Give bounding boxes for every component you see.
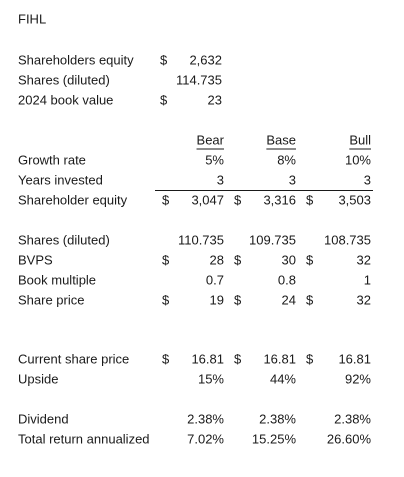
row-label: Shareholders equity bbox=[18, 52, 134, 67]
currency-symbol: $ bbox=[234, 292, 242, 307]
cell-value: 3 bbox=[217, 172, 224, 187]
cell-value: 109.735 bbox=[249, 232, 296, 247]
column-header: Bear bbox=[197, 132, 225, 147]
currency-symbol: $ bbox=[162, 252, 170, 267]
cell-value: 16.81 bbox=[338, 351, 371, 366]
cell-value: 92% bbox=[345, 371, 371, 386]
currency-symbol: $ bbox=[162, 292, 170, 307]
cell-value: 3,047 bbox=[191, 192, 224, 207]
cell-value: 30 bbox=[282, 252, 296, 267]
cell-value: 16.81 bbox=[191, 351, 224, 366]
currency-symbol: $ bbox=[160, 92, 168, 107]
cell-value: 1 bbox=[364, 272, 371, 287]
cell-value: 5% bbox=[205, 152, 224, 167]
column-header: Base bbox=[266, 132, 296, 147]
currency-symbol: $ bbox=[160, 52, 168, 67]
cell-value: 114.735 bbox=[176, 72, 222, 87]
cell-value: 2.38% bbox=[187, 411, 224, 426]
cell-value: 3,503 bbox=[338, 192, 371, 207]
currency-symbol: $ bbox=[306, 351, 314, 366]
cell-value: 16.81 bbox=[263, 351, 296, 366]
row-label: Growth rate bbox=[18, 152, 86, 167]
row-label: Total return annualized bbox=[18, 431, 150, 446]
row-label: BVPS bbox=[18, 252, 53, 267]
cell-value: 10% bbox=[345, 152, 371, 167]
cell-value: 23 bbox=[208, 92, 222, 107]
cell-value: 28 bbox=[210, 252, 224, 267]
cell-value: 8% bbox=[277, 152, 296, 167]
row-label: Years invested bbox=[18, 172, 103, 187]
currency-symbol: $ bbox=[234, 192, 242, 207]
currency-symbol: $ bbox=[162, 192, 170, 207]
row-label: Book multiple bbox=[18, 272, 96, 287]
cell-value: 2.38% bbox=[334, 411, 371, 426]
currency-symbol: $ bbox=[306, 252, 314, 267]
currency-symbol: $ bbox=[234, 252, 242, 267]
currency-symbol: $ bbox=[306, 292, 314, 307]
cell-value: 24 bbox=[282, 292, 296, 307]
row-label: 2024 book value bbox=[18, 92, 113, 107]
cell-value: 108.735 bbox=[324, 232, 371, 247]
cell-value: 3 bbox=[289, 172, 296, 187]
cell-value: 32 bbox=[357, 292, 371, 307]
row-label: Dividend bbox=[18, 411, 69, 426]
row-label: Upside bbox=[18, 371, 58, 386]
row-label: Shares (diluted) bbox=[18, 232, 110, 247]
cell-value: 26.60% bbox=[327, 431, 372, 446]
row-label: Share price bbox=[18, 292, 84, 307]
row-label: Shareholder equity bbox=[18, 192, 128, 207]
column-header: Bull bbox=[349, 132, 371, 147]
currency-symbol: $ bbox=[234, 351, 242, 366]
cell-value: 3,316 bbox=[263, 192, 296, 207]
currency-symbol: $ bbox=[162, 351, 170, 366]
cell-value: 7.02% bbox=[187, 431, 224, 446]
row-label: Current share price bbox=[18, 351, 129, 366]
cell-value: 0.8 bbox=[278, 272, 296, 287]
cell-value: 0.7 bbox=[206, 272, 224, 287]
cell-value: 15.25% bbox=[252, 431, 297, 446]
cell-value: 2,632 bbox=[189, 52, 222, 67]
cell-value: 19 bbox=[210, 292, 224, 307]
currency-symbol: $ bbox=[306, 192, 314, 207]
cell-value: 2.38% bbox=[259, 411, 296, 426]
cell-value: 3 bbox=[364, 172, 371, 187]
row-label: Shares (diluted) bbox=[18, 72, 110, 87]
sheet-title: FIHL bbox=[18, 11, 46, 26]
cell-value: 44% bbox=[270, 371, 296, 386]
cell-value: 110.735 bbox=[178, 232, 224, 247]
cell-value: 15% bbox=[198, 371, 224, 386]
cell-value: 32 bbox=[357, 252, 371, 267]
